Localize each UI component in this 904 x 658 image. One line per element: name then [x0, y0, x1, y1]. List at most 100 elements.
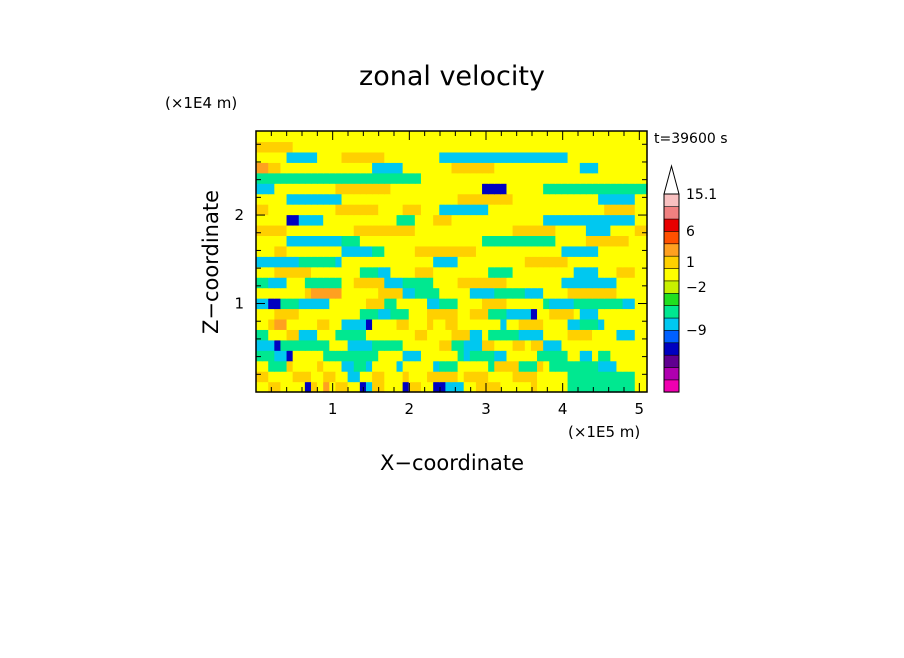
field-cell [543, 204, 550, 216]
field-cell [640, 214, 648, 226]
field-cell [365, 193, 373, 205]
field-cell [359, 308, 367, 320]
field-cell [408, 245, 416, 257]
field-cell [365, 162, 373, 174]
field-cell [604, 131, 611, 143]
field-cell [506, 204, 514, 216]
field-cell [359, 141, 367, 153]
field-cell [622, 318, 630, 330]
field-cell [616, 131, 624, 143]
field-cell [256, 256, 263, 268]
field-cell [628, 318, 636, 330]
field-cell [384, 381, 392, 393]
field-cell [433, 141, 440, 153]
field-cell [561, 371, 569, 383]
field-cell [506, 277, 514, 289]
field-cell [274, 318, 282, 330]
field-cell [323, 183, 330, 195]
field-cell [323, 141, 330, 153]
field-cell [463, 381, 471, 393]
field-cell [579, 277, 587, 289]
field-cell [494, 298, 501, 310]
field-cell [488, 371, 495, 383]
field-cell [482, 183, 489, 195]
field-cell [469, 329, 477, 341]
field-cell [482, 235, 489, 247]
field-cell [347, 151, 355, 163]
field-cell [323, 193, 330, 205]
field-cell [475, 381, 483, 393]
field-cell [390, 287, 398, 299]
field-cell [457, 266, 465, 278]
field-cell [475, 214, 483, 226]
field-cell [317, 318, 324, 330]
field-cell [616, 141, 624, 153]
field-cell [310, 214, 318, 226]
field-cell [549, 329, 556, 341]
field-cell [561, 214, 569, 226]
field-cell [317, 277, 324, 289]
field-cell [518, 183, 526, 195]
x-tick-label: 2 [405, 400, 415, 418]
field-cell [402, 287, 410, 299]
field-cell [317, 193, 324, 205]
field-cell [512, 183, 520, 195]
field-cell [494, 318, 501, 330]
field-cell [353, 141, 361, 153]
field-cell [457, 172, 465, 184]
field-cell [592, 266, 599, 278]
field-cell [433, 329, 440, 341]
field-cell [420, 235, 428, 247]
field-cell [317, 172, 324, 184]
field-cell [445, 371, 453, 383]
field-cell [439, 339, 446, 351]
field-cell [530, 277, 538, 289]
field-cell [384, 350, 392, 362]
field-cell [384, 245, 392, 257]
field-cell [298, 245, 306, 257]
field-cell [457, 245, 465, 257]
field-cell [549, 308, 556, 320]
colorbar-label: 1 [686, 255, 695, 271]
field-cell [323, 308, 330, 320]
field-cell [585, 360, 593, 372]
field-cell [518, 360, 526, 372]
field-cell [414, 193, 422, 205]
field-cell [506, 360, 514, 372]
field-cell [292, 214, 300, 226]
field-cell [402, 256, 410, 268]
field-cell [500, 339, 508, 351]
field-cell [567, 350, 575, 362]
field-cell [585, 235, 593, 247]
field-cell [402, 141, 410, 153]
field-cell [530, 141, 538, 153]
field-cell [420, 287, 428, 299]
field-cell [372, 339, 379, 351]
field-cell [408, 131, 416, 143]
field-cell [616, 172, 624, 184]
field-cell [506, 214, 514, 226]
field-cell [353, 308, 361, 320]
field-cell [445, 266, 453, 278]
field-cell [543, 277, 550, 289]
field-cell [500, 224, 508, 236]
field-cell [298, 172, 306, 184]
field-cell [310, 287, 318, 299]
field-cell [378, 224, 385, 236]
field-cell [365, 350, 373, 362]
field-cell [268, 266, 275, 278]
field-cell [414, 350, 422, 362]
field-cell [396, 204, 404, 216]
field-cell [555, 266, 563, 278]
field-cell [634, 360, 642, 372]
field-cell [634, 350, 642, 362]
field-cell [256, 318, 263, 330]
field-cell [537, 350, 544, 362]
field-cell [512, 308, 520, 320]
field-cell [341, 162, 349, 174]
field-cell [555, 298, 563, 310]
field-cell [439, 183, 446, 195]
field-cell [604, 287, 611, 299]
field-cell [549, 350, 556, 362]
